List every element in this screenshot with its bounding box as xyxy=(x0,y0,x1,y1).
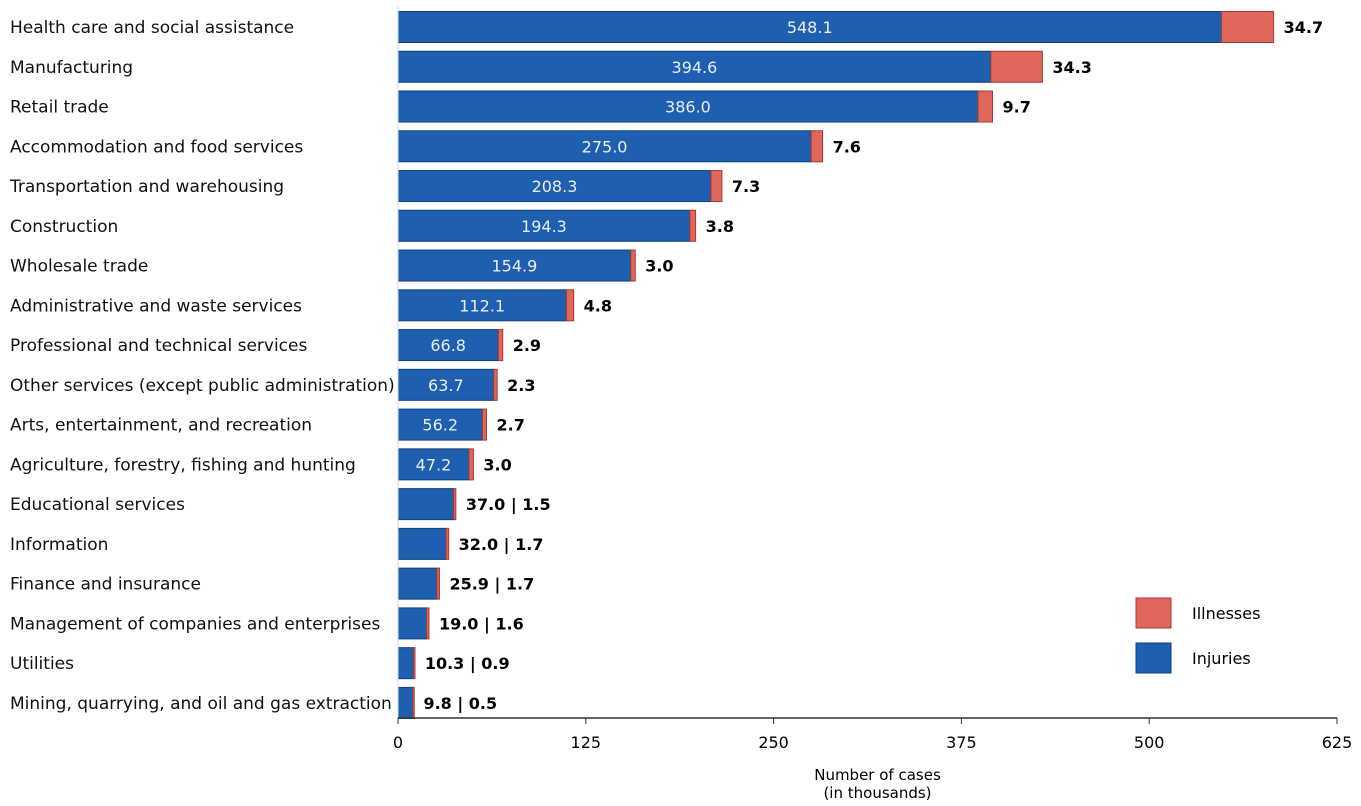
category-label: Information xyxy=(10,535,108,555)
illnesses-bar xyxy=(493,368,498,401)
injuries-value-label: 154.9 xyxy=(491,257,537,276)
illnesses-value-label: 9.8 | 0.5 xyxy=(423,694,497,714)
illnesses-value-label: 9.7 xyxy=(1002,98,1030,117)
x-tick-label: 0 xyxy=(393,733,403,752)
injuries-bar xyxy=(397,11,1222,43)
category-label: Administrative and waste services xyxy=(10,296,302,316)
illnesses-bar xyxy=(810,130,824,163)
illnesses-bar xyxy=(412,647,416,680)
illnesses-value-label: 2.3 xyxy=(507,376,535,395)
injuries-bar xyxy=(397,488,455,521)
category-label: Accommodation and food services xyxy=(10,137,303,157)
illnesses-bar xyxy=(426,607,430,640)
illnesses-value-label: 2.7 xyxy=(496,416,524,435)
injuries-bar xyxy=(397,527,447,560)
injuries-bar xyxy=(397,607,428,640)
category-label: Arts, entertainment, and recreation xyxy=(10,416,312,436)
injuries-value-label: 208.3 xyxy=(532,177,578,196)
x-axis-title: Number of cases xyxy=(814,766,941,784)
illnesses-bar xyxy=(412,686,415,719)
legend-label: Injuries xyxy=(1192,649,1251,668)
injuries-value-label: 194.3 xyxy=(521,217,567,236)
injuries-bar xyxy=(397,170,712,203)
category-label: Mining, quarrying, and oil and gas extra… xyxy=(10,694,392,714)
injuries-value-label: 275.0 xyxy=(582,137,628,156)
illnesses-value-label: 7.3 xyxy=(732,177,760,196)
injuries-bar xyxy=(397,249,632,282)
illnesses-bar xyxy=(497,329,504,362)
illnesses-bar xyxy=(565,289,575,322)
illnesses-value-label: 19.0 | 1.6 xyxy=(439,614,524,634)
x-tick-label: 250 xyxy=(758,733,789,752)
category-label: Finance and insurance xyxy=(10,575,201,595)
category-label: Wholesale trade xyxy=(10,257,148,277)
injuries-value-label: 386.0 xyxy=(665,98,711,117)
category-label: Utilities xyxy=(10,654,74,674)
category-label: Retail trade xyxy=(10,98,109,118)
injuries-value-label: 63.7 xyxy=(428,376,464,395)
illnesses-bar xyxy=(1220,11,1275,43)
injuries-bar xyxy=(397,209,691,242)
illnesses-value-label: 25.9 | 1.7 xyxy=(449,575,534,595)
injuries-bar xyxy=(397,567,438,600)
x-tick-label: 625 xyxy=(1322,733,1353,752)
category-label: Management of companies and enterprises xyxy=(10,614,380,634)
illnesses-bar xyxy=(977,90,993,123)
injuries-value-label: 548.1 xyxy=(787,18,833,37)
labels-layer: Health care and social assistance 548.1 34… xyxy=(9,18,1323,714)
illnesses-bar xyxy=(990,50,1043,83)
illnesses-bar xyxy=(481,408,487,441)
injuries-value-label: 112.1 xyxy=(459,296,505,315)
injuries-value-label: 394.6 xyxy=(672,58,718,77)
illnesses-value-label: 34.3 xyxy=(1052,58,1091,77)
injuries-value-label: 56.2 xyxy=(422,416,458,435)
category-label: Agriculture, forestry, fishing and hunti… xyxy=(10,455,356,475)
illnesses-value-label: 34.7 xyxy=(1284,18,1323,37)
illnesses-bar xyxy=(445,527,450,560)
illnesses-value-label: 3.0 xyxy=(645,257,673,276)
injuries-bar xyxy=(397,50,992,83)
illnesses-value-label: 3.0 xyxy=(483,455,511,474)
category-label: Professional and technical services xyxy=(10,336,307,356)
category-label: Manufacturing xyxy=(10,58,133,78)
illnesses-bar xyxy=(453,488,457,521)
illnesses-value-label: 7.6 xyxy=(833,137,861,156)
injuries-value-label: 47.2 xyxy=(416,455,452,474)
illnesses-value-label: 10.3 | 0.9 xyxy=(425,654,510,674)
category-label: Other services (except public administra… xyxy=(10,376,395,396)
x-tick-label: 500 xyxy=(1134,733,1165,752)
illnesses-bar xyxy=(630,249,636,282)
illnesses-bar xyxy=(710,170,723,203)
bars-layer xyxy=(397,11,1275,719)
injuries-bar xyxy=(397,448,470,481)
category-label: Transportation and warehousing xyxy=(9,177,284,197)
x-tick-label: 125 xyxy=(571,733,602,752)
illnesses-value-label: 2.9 xyxy=(513,336,541,355)
illnesses-bar xyxy=(689,209,697,242)
category-label: Health care and social assistance xyxy=(10,18,294,38)
injuries-bar xyxy=(397,130,812,163)
injuries-bar xyxy=(397,90,979,123)
x-axis-title: (in thousands) xyxy=(823,784,931,802)
illnesses-value-label: 37.0 | 1.5 xyxy=(466,495,551,515)
illnesses-bar xyxy=(468,448,474,481)
legend-swatch xyxy=(1135,597,1172,629)
category-label: Educational services xyxy=(10,495,185,515)
illnesses-bar xyxy=(436,567,440,600)
x-tick-label: 375 xyxy=(946,733,977,752)
legend: Illnesses Injuries xyxy=(1135,597,1260,674)
illnesses-value-label: 3.8 xyxy=(706,217,734,236)
x-axis: 0 125 250 375 500 625 Number of cases(in thous… xyxy=(393,6,1352,802)
injuries-value-label: 66.8 xyxy=(430,336,466,355)
illnesses-value-label: 4.8 xyxy=(584,296,612,315)
legend-label: Illnesses xyxy=(1192,604,1260,623)
legend-swatch xyxy=(1135,642,1172,674)
injuries-bar xyxy=(397,647,414,680)
category-label: Construction xyxy=(10,217,118,237)
injuries-bar xyxy=(397,686,414,719)
illnesses-value-label: 32.0 | 1.7 xyxy=(459,535,544,555)
